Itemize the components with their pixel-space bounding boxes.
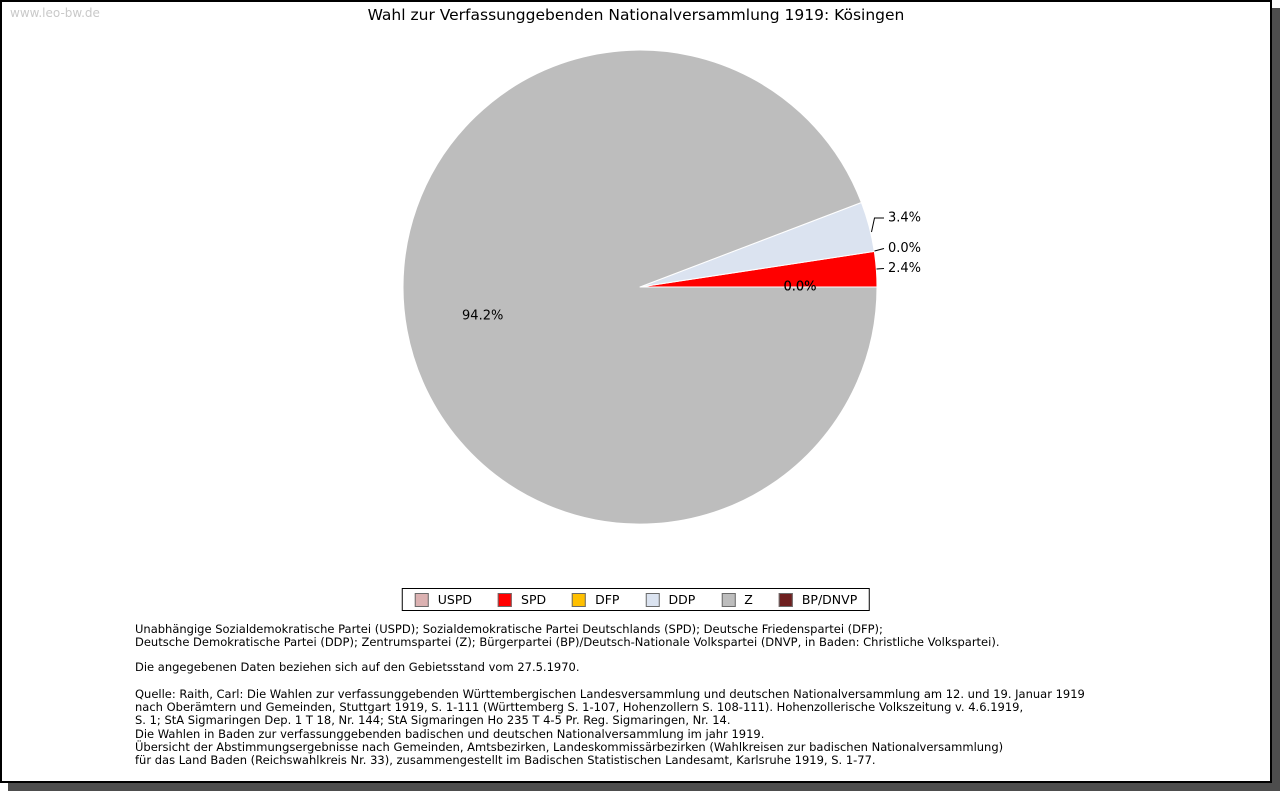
pie-value-label-ddp: 3.4% xyxy=(888,211,921,226)
pie-chart: 0.0%2.4%0.0%3.4%94.2%0.0% xyxy=(402,49,921,525)
legend-label: DFP xyxy=(595,592,620,607)
footnote-line: nach Oberämtern und Gemeinden, Stuttgart… xyxy=(135,700,1024,715)
legend-item-dfp: DFP xyxy=(572,592,619,607)
legend-label: DDP xyxy=(668,592,696,607)
legend-swatch-icon xyxy=(778,592,793,607)
footnote-party-names: Unabhängige Sozialdemokratische Partei (… xyxy=(135,622,1230,650)
legend-swatch-icon xyxy=(572,592,587,607)
legend-label: BP/DNVP xyxy=(801,592,858,607)
legend-item-ddp: DDP xyxy=(645,592,695,607)
watermark: www.leo-bw.de xyxy=(10,6,100,20)
footnote-line: Quelle: Raith, Carl: Die Wahlen zur verf… xyxy=(135,687,1085,701)
leader-line-dfp xyxy=(874,248,885,252)
footnote-line: Übersicht der Abstimmungsergebnisse nach… xyxy=(135,739,1004,754)
legend-item-z: Z xyxy=(721,592,753,607)
pie-value-label-dfp: 0.0% xyxy=(888,241,921,256)
page-title: Wahl zur Verfassunggebenden Nationalvers… xyxy=(367,6,905,24)
footnote-line: für das Land Baden (Reichswahlkreis Nr. … xyxy=(135,753,876,768)
footnote-line: S. 1; StA Sigmaringen Dep. 1 T 18, Nr. 1… xyxy=(135,713,731,728)
footnote-source: Quelle: Raith, Carl: Die Wahlen zur verf… xyxy=(135,687,1230,768)
legend-item-spd: SPD xyxy=(498,592,546,607)
footnote-line: Die angegebenen Daten beziehen sich auf … xyxy=(135,660,580,674)
legend-label: SPD xyxy=(521,592,547,607)
pie-value-label-bp-dnvp: 0.0% xyxy=(783,280,816,295)
leader-line-ddp xyxy=(871,217,884,233)
pie-value-label-uspd: 0.0% xyxy=(783,280,816,295)
footnote-line: Deutsche Demokratische Partei (DDP); Zen… xyxy=(135,635,1000,650)
legend-swatch-icon xyxy=(498,592,513,607)
legend-swatch-icon xyxy=(721,592,736,607)
footnote-line: Die Wahlen in Baden zur verfassunggebend… xyxy=(135,726,765,741)
pie-value-label-z: 94.2% xyxy=(462,309,503,324)
pie-value-label-spd: 2.4% xyxy=(888,261,921,276)
legend-label: Z xyxy=(744,592,753,607)
legend-label: USPD xyxy=(437,592,473,607)
legend: USPD SPD DFP DDP Z BP/DNVP xyxy=(401,588,871,611)
footnote-line: Unabhängige Sozialdemokratische Partei (… xyxy=(135,622,883,636)
leader-line-spd xyxy=(876,268,885,270)
legend-item-uspd: USPD xyxy=(414,592,473,607)
footnote-data-note: Die angegebenen Daten beziehen sich auf … xyxy=(135,660,1230,674)
legend-swatch-icon xyxy=(645,592,660,607)
legend-item-bp-dnvp: BP/DNVP xyxy=(778,592,858,607)
pie-slice-z xyxy=(402,49,878,525)
legend-swatch-icon xyxy=(414,592,429,607)
